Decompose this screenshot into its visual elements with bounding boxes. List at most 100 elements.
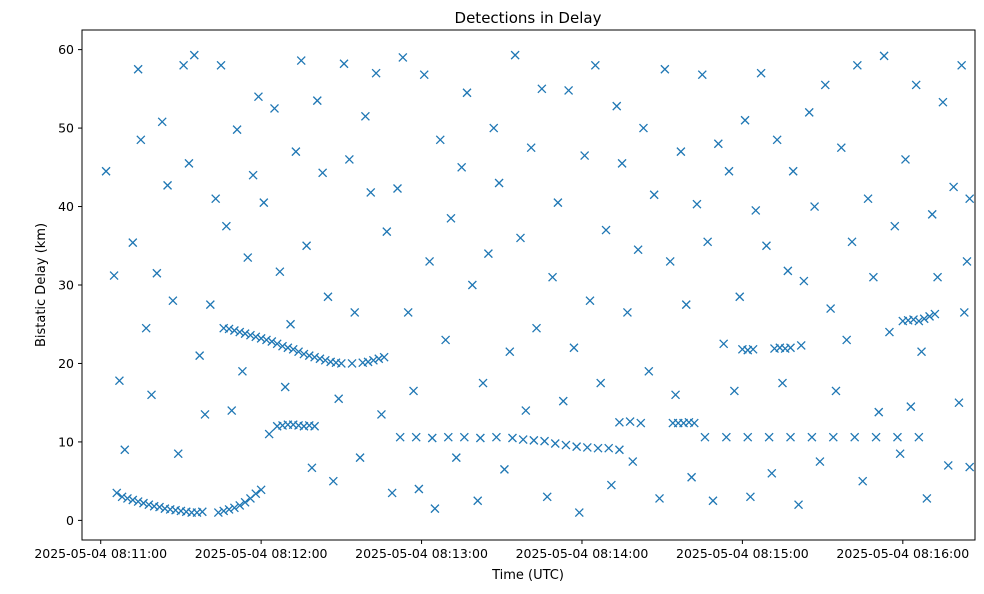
data-point xyxy=(213,508,223,517)
data-point xyxy=(700,432,710,442)
data-point xyxy=(786,432,795,442)
data-point xyxy=(906,402,916,412)
data-point xyxy=(419,70,429,80)
data-point xyxy=(133,64,143,74)
data-point xyxy=(909,315,918,324)
data-point xyxy=(510,50,520,60)
data-point xyxy=(229,326,239,335)
data-point xyxy=(240,497,250,507)
data-point xyxy=(304,351,314,361)
data-point xyxy=(403,308,413,317)
data-point xyxy=(553,198,563,208)
data-point xyxy=(307,463,317,473)
data-point xyxy=(606,480,616,490)
data-point xyxy=(526,143,536,153)
data-point xyxy=(518,435,528,445)
data-point xyxy=(796,340,806,350)
data-point xyxy=(339,59,349,69)
x-axis: 2025-05-04 08:11:00 2025-05-04 08:12:00 20… xyxy=(34,540,969,561)
data-point xyxy=(259,198,269,208)
data-point xyxy=(109,271,119,281)
data-point xyxy=(532,323,541,333)
data-point xyxy=(582,442,592,452)
data-point xyxy=(483,249,493,259)
data-point xyxy=(772,135,782,145)
data-point xyxy=(612,101,622,111)
data-point xyxy=(644,366,654,376)
data-point xyxy=(911,80,921,90)
data-point xyxy=(778,378,787,388)
data-point xyxy=(933,272,943,282)
data-point xyxy=(235,501,245,510)
data-point xyxy=(315,354,325,364)
data-point xyxy=(237,366,247,376)
data-point xyxy=(235,327,245,337)
data-point xyxy=(254,92,263,102)
data-point xyxy=(636,418,646,428)
data-point xyxy=(914,432,924,442)
data-point xyxy=(687,472,697,482)
data-point xyxy=(141,323,151,333)
data-point xyxy=(294,347,304,357)
data-point xyxy=(302,241,312,251)
data-point xyxy=(604,443,614,453)
data-point xyxy=(443,432,453,442)
data-point xyxy=(467,280,477,290)
data-point xyxy=(310,352,320,362)
data-point xyxy=(256,333,266,343)
data-point xyxy=(112,488,122,498)
data-point xyxy=(355,453,365,463)
data-point xyxy=(729,386,739,396)
data-point xyxy=(614,445,624,455)
data-point xyxy=(283,343,293,353)
data-point xyxy=(441,335,451,345)
data-point xyxy=(288,344,298,354)
data-point xyxy=(139,498,148,508)
data-point xyxy=(382,227,392,237)
data-point xyxy=(157,117,167,127)
data-point xyxy=(799,276,809,286)
data-point xyxy=(625,417,635,426)
data-point xyxy=(585,296,595,306)
data-point xyxy=(542,492,552,502)
data-point xyxy=(459,432,469,442)
y-tick-label: 60 xyxy=(58,42,74,57)
data-point xyxy=(200,410,210,419)
data-point xyxy=(221,221,231,231)
y-axis-label: Bistatic Delay (km) xyxy=(34,223,49,347)
data-point xyxy=(786,343,795,353)
data-point xyxy=(761,241,771,251)
data-point xyxy=(393,184,402,193)
data-point xyxy=(764,432,774,442)
data-point xyxy=(756,68,766,78)
data-point xyxy=(569,343,579,353)
data-point xyxy=(499,464,509,474)
data-point xyxy=(836,143,846,153)
data-point xyxy=(665,257,675,266)
data-point xyxy=(296,56,306,66)
data-point xyxy=(810,202,820,211)
data-point xyxy=(155,502,164,512)
data-point xyxy=(601,225,611,235)
data-point xyxy=(462,88,472,98)
data-point xyxy=(721,432,731,442)
data-point xyxy=(965,462,975,472)
data-point xyxy=(735,292,745,302)
data-point xyxy=(184,158,194,168)
data-point xyxy=(564,85,574,95)
data-point xyxy=(173,449,183,459)
data-point xyxy=(922,493,932,503)
x-tick-label: 2025-05-04 08:16:00 xyxy=(836,546,969,561)
data-point xyxy=(794,500,803,510)
data-point xyxy=(366,187,376,197)
data-point xyxy=(708,496,718,506)
data-point xyxy=(128,495,138,505)
data-point xyxy=(930,309,940,319)
data-point xyxy=(251,489,261,499)
data-point xyxy=(540,436,550,446)
data-point xyxy=(831,386,841,396)
data-point xyxy=(280,382,290,392)
data-point xyxy=(633,245,643,255)
